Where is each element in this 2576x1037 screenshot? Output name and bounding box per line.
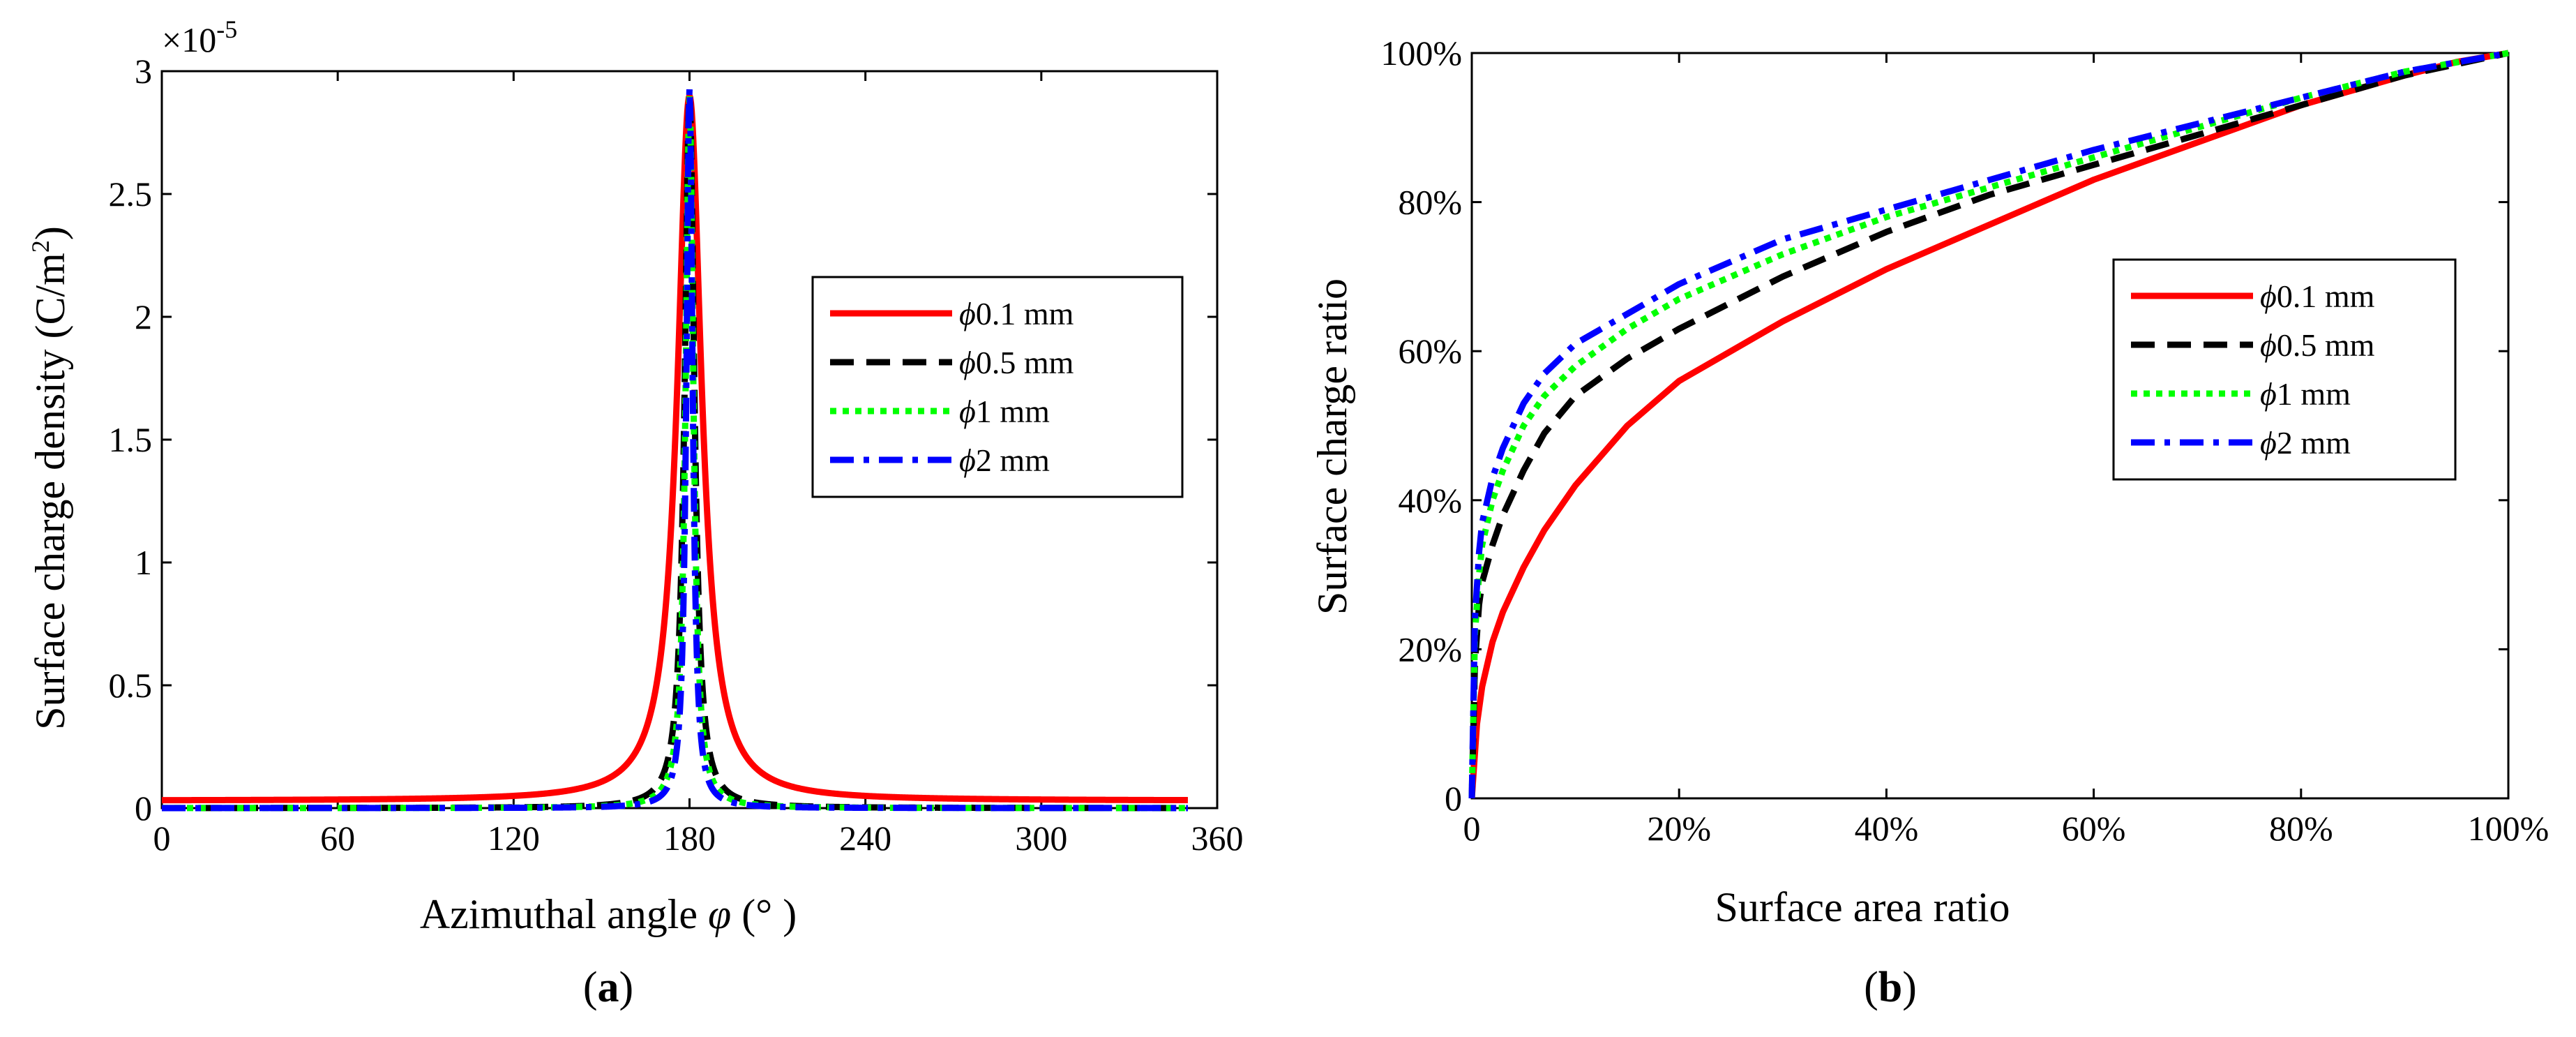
y-tick-label: 2 [135, 297, 152, 336]
legend-label: ϕ2 mm [2260, 425, 2351, 461]
panel-a-y-axis-label: Surface charge density (C/m2) [27, 226, 73, 730]
x-tick-label: 60% [2062, 809, 2126, 848]
x-tick-label: 40% [1855, 809, 1919, 848]
y-tick-label: 1.5 [109, 420, 153, 459]
panel-a-chart: 0 60 120 180 240 300 360 0 0.5 1 1.5 2 2.5 3 ϕ0.1 mm ϕ0… [109, 52, 1244, 858]
legend-label: ϕ1 mm [2260, 376, 2351, 412]
series-line-2-mm [1468, 50, 2509, 799]
y-tick-label: 40% [1398, 481, 1462, 520]
y-tick-label: 20% [1398, 629, 1462, 669]
x-tick-label: 80% [2269, 809, 2333, 848]
panel-b-chart: 0 20% 40% 60% 80% 100% 0 20% 40% 60% 80% 100% ϕ0.1 m… [1380, 33, 2549, 848]
x-tick-label: 300 [1015, 819, 1067, 858]
plot-frame [1470, 52, 2510, 800]
series-line-2-mm [159, 85, 1191, 812]
y-tick-label: 1 [135, 543, 152, 582]
y-tick-label: 2.5 [109, 174, 153, 214]
x-tick-label: 240 [839, 819, 891, 858]
panel-a-caption: (a) [583, 964, 633, 1011]
x-tick-label: 0 [153, 819, 171, 858]
series-line-0.1-mm [159, 92, 1191, 804]
y-tick-label: 100% [1380, 33, 1462, 73]
x-tick-label: 120 [488, 819, 540, 858]
y-tick-label: 0.5 [109, 666, 153, 705]
y-tick-label: 0 [1445, 779, 1462, 818]
x-tick-label: 20% [1647, 809, 1711, 848]
legend-label: ϕ0.5 mm [2260, 327, 2375, 363]
panel-b-x-axis-label: Surface area ratio [1715, 884, 2010, 930]
legend-label: ϕ0.5 mm [959, 345, 1074, 380]
x-tick-label: 180 [663, 819, 716, 858]
series-line-0.5-mm [1468, 50, 2509, 799]
y-tick-label: 0 [135, 789, 152, 828]
x-tick-label: 100% [2468, 809, 2549, 848]
y-tick-label: 3 [135, 52, 152, 91]
legend-label: ϕ0.1 mm [2260, 278, 2375, 314]
legend-label: ϕ2 mm [959, 442, 1050, 478]
y-tick-label: 80% [1398, 183, 1462, 222]
panel-b-y-axis-label: Surface charge ratio [1309, 278, 1355, 615]
y-tick-label: 60% [1398, 331, 1462, 371]
panel-b-caption: (b) [1864, 964, 1917, 1011]
legend-label: ϕ1 mm [959, 394, 1050, 429]
x-tick-label: 360 [1191, 819, 1244, 858]
panel-a-exponent-label: ×10-5 [162, 15, 237, 59]
panel-a-x-axis-label: Azimuthal angle φ (° ) [420, 891, 797, 937]
x-tick-label: 0 [1463, 809, 1481, 848]
legend-label: ϕ0.1 mm [959, 296, 1074, 331]
x-tick-label: 60 [320, 819, 355, 858]
